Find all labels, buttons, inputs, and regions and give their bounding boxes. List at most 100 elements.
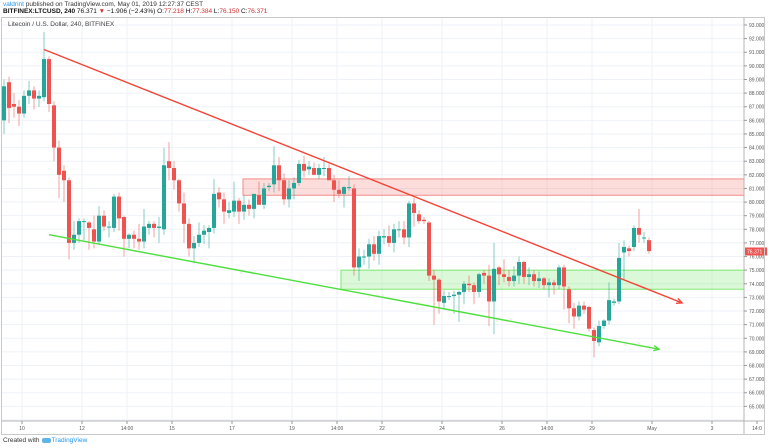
- candle-body: [47, 59, 51, 104]
- candle-body: [592, 330, 596, 341]
- price-tick-label: 79.000: [749, 214, 765, 220]
- candle-body: [282, 180, 286, 200]
- candle-body: [177, 180, 181, 204]
- price-tick-label: 80.000: [749, 200, 765, 206]
- candle-body: [587, 306, 591, 329]
- candle-body: [582, 305, 586, 310]
- author-link[interactable]: valdrint: [3, 1, 24, 8]
- candle-body: [552, 282, 556, 286]
- resistance-arrow-icon: [675, 297, 684, 304]
- candle-body: [352, 188, 356, 268]
- time-tick-label: May: [647, 426, 657, 432]
- candle-body: [117, 196, 121, 219]
- candle-body: [217, 192, 221, 200]
- candle-body: [607, 300, 611, 321]
- candle-body: [427, 222, 431, 276]
- candle-body: [267, 185, 271, 188]
- candle-body: [407, 203, 411, 238]
- candle-body: [102, 215, 106, 227]
- candle-body: [207, 227, 211, 233]
- candle-body: [617, 257, 621, 302]
- candle-body: [147, 223, 151, 228]
- open-value: 77.218: [164, 8, 184, 15]
- current-price-badge: [745, 247, 767, 256]
- candle-body: [317, 168, 321, 175]
- candle-body: [412, 203, 416, 213]
- candle-body: [17, 106, 21, 114]
- price-tick-label: 73.000: [749, 295, 765, 301]
- candle-body: [27, 90, 31, 96]
- price-tick-label: 70.000: [749, 336, 765, 342]
- candle-body: [377, 236, 381, 254]
- symbol-info: BITFINEX:LTCUSD, 240 76.371 ▼ −1.906 (−2…: [3, 8, 267, 15]
- price-tick-label: 77.000: [749, 241, 765, 247]
- candle-body: [202, 230, 206, 235]
- time-tick-label: 14:00: [121, 426, 134, 432]
- close-label: C:: [241, 8, 248, 15]
- price-tick-label: 72.000: [749, 309, 765, 315]
- candle-body: [517, 261, 521, 276]
- candle-body: [292, 182, 296, 189]
- candle-body: [297, 163, 301, 183]
- candle-body: [382, 236, 386, 238]
- candle-body: [337, 189, 341, 194]
- publish-info: valdrint published on TradingView.com, M…: [3, 1, 203, 8]
- candle-body: [357, 256, 361, 268]
- price-tick-label: 89.000: [749, 77, 765, 83]
- candle-body: [192, 242, 196, 249]
- candle-body: [62, 170, 66, 181]
- candle-body: [397, 229, 401, 231]
- price-tick-label: 93.000: [749, 23, 765, 29]
- candle-body: [577, 305, 581, 317]
- candle-body: [172, 168, 176, 181]
- candle-body: [487, 275, 491, 302]
- candle-body: [67, 180, 71, 243]
- time-tick-label: 15: [169, 426, 175, 432]
- candle-body: [92, 229, 96, 242]
- price-tick-label: 78.000: [749, 227, 765, 233]
- candle-body: [637, 227, 641, 235]
- time-tick-label: 19: [289, 426, 295, 432]
- candle-body: [82, 221, 86, 223]
- candle-body: [542, 278, 546, 286]
- candle-body: [342, 187, 346, 194]
- price-tick-label: 90.000: [749, 64, 765, 70]
- candle-body: [232, 200, 236, 212]
- footer: Created with TradingView: [3, 437, 87, 444]
- candle-body: [597, 326, 601, 343]
- candle-body: [247, 204, 251, 209]
- candle-body: [2, 86, 6, 121]
- candle-body: [262, 188, 266, 205]
- open-label: O:: [157, 8, 164, 15]
- price-tick-label: 91.000: [749, 50, 765, 56]
- candle-body: [227, 210, 231, 213]
- candle-body: [77, 221, 81, 235]
- candle-body: [212, 193, 216, 228]
- resistance-trendline[interactable]: [43, 48, 683, 304]
- candle-body: [182, 203, 186, 224]
- candle-body: [272, 165, 276, 185]
- price-tick-label: 81.000: [749, 186, 765, 192]
- candle-body: [507, 276, 511, 282]
- candle-body: [572, 308, 576, 317]
- time-tick-label: 12: [79, 426, 85, 432]
- tradingview-link[interactable]: TradingView: [51, 437, 88, 444]
- candle-body: [302, 163, 306, 171]
- candle-body: [522, 261, 526, 277]
- candle-body: [187, 223, 191, 249]
- candle-body: [277, 165, 281, 181]
- candle-body: [52, 105, 56, 148]
- time-tick-label: 24: [439, 426, 445, 432]
- support-trendline[interactable]: [48, 234, 660, 350]
- candle-body: [97, 215, 101, 242]
- candle-body: [87, 222, 91, 228]
- time-tick-label: 3: [711, 426, 714, 432]
- price-tick-label: 68.000: [749, 364, 765, 370]
- candle-body: [567, 289, 571, 309]
- low-value: 76.150: [219, 8, 240, 15]
- time-tick-label: 10: [19, 426, 25, 432]
- candle-body: [462, 283, 466, 292]
- candle-body: [287, 188, 291, 200]
- support-arrow-icon: [653, 345, 661, 352]
